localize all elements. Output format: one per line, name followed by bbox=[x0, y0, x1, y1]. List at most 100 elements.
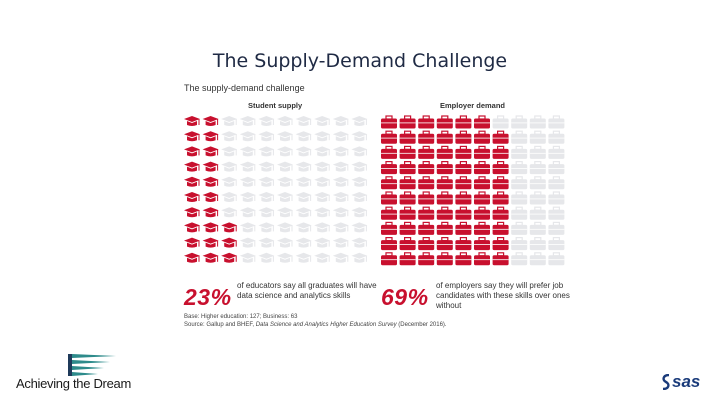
graduation-cap-icon bbox=[295, 237, 312, 248]
sas-logo-text: sas bbox=[672, 372, 701, 391]
briefcase-icon bbox=[474, 115, 490, 129]
briefcase-icon bbox=[436, 145, 453, 159]
briefcase-icon bbox=[381, 221, 397, 235]
graduation-cap-icon bbox=[332, 252, 349, 263]
achieving-the-dream-text: Achieving the Dream bbox=[16, 376, 131, 391]
graduation-cap-icon bbox=[184, 207, 200, 218]
graduation-cap-icon bbox=[239, 252, 256, 263]
briefcase-icon bbox=[436, 115, 453, 129]
graduation-cap-icon bbox=[332, 222, 349, 233]
graduation-cap-icon bbox=[351, 116, 368, 126]
graduation-cap-icon bbox=[184, 252, 200, 263]
briefcase-icon bbox=[455, 115, 472, 129]
footnote-base: Base: Higher education: 127; Business: 6… bbox=[184, 314, 298, 320]
briefcase-icon bbox=[399, 237, 416, 251]
briefcase-icon bbox=[529, 191, 546, 205]
briefcase-icon bbox=[548, 161, 565, 175]
briefcase-icon bbox=[492, 237, 509, 251]
graduation-cap-icon bbox=[239, 222, 256, 233]
graduation-cap-icon bbox=[239, 161, 256, 172]
graduation-cap-icon bbox=[258, 192, 275, 202]
graduation-cap-icon bbox=[258, 222, 275, 233]
graduation-cap-icon bbox=[184, 131, 200, 142]
briefcase-icon bbox=[455, 130, 472, 144]
briefcase-icon bbox=[455, 145, 472, 159]
briefcase-icon bbox=[492, 161, 509, 175]
briefcase-icon bbox=[381, 237, 397, 251]
briefcase-icon bbox=[418, 130, 435, 144]
briefcase-icon bbox=[548, 130, 565, 144]
briefcase-icon bbox=[474, 130, 490, 144]
graduation-cap-icon bbox=[332, 131, 349, 142]
briefcase-icon bbox=[492, 206, 509, 220]
briefcase-icon bbox=[418, 145, 435, 159]
briefcase-icon bbox=[548, 115, 565, 129]
graduation-cap-icon bbox=[202, 161, 219, 172]
graduation-cap-icon bbox=[221, 237, 238, 248]
briefcase-icon bbox=[399, 130, 416, 144]
graduation-cap-icon bbox=[277, 176, 293, 187]
briefcase-icon bbox=[418, 191, 435, 205]
briefcase-icon bbox=[455, 252, 472, 266]
graduation-cap-icon bbox=[295, 161, 312, 172]
briefcase-icon bbox=[399, 252, 416, 266]
graduation-cap-icon bbox=[221, 252, 238, 263]
briefcase-icon bbox=[529, 145, 546, 159]
graduation-cap-icon bbox=[221, 116, 238, 126]
graduation-cap-icon bbox=[314, 237, 331, 248]
graduation-cap-icon bbox=[351, 192, 368, 202]
supply-heading: Student supply bbox=[248, 101, 303, 110]
briefcase-icon bbox=[474, 221, 490, 235]
graduation-cap-icon bbox=[258, 131, 275, 142]
graduation-cap-icon bbox=[202, 146, 219, 157]
graduation-cap-icon bbox=[202, 192, 219, 202]
graduation-cap-icon bbox=[221, 207, 238, 218]
graduation-cap-icon bbox=[202, 252, 219, 263]
graduation-cap-icon bbox=[258, 116, 275, 126]
briefcase-icon bbox=[492, 221, 509, 235]
briefcase-icon bbox=[455, 237, 472, 251]
graduation-cap-icon bbox=[277, 252, 293, 263]
graduation-cap-icon bbox=[221, 192, 238, 202]
graduation-cap-icon bbox=[277, 116, 293, 126]
graduation-cap-icon bbox=[258, 146, 275, 157]
briefcase-icon bbox=[474, 252, 490, 266]
graduation-cap-icon bbox=[202, 222, 219, 233]
briefcase-icon bbox=[529, 130, 546, 144]
briefcase-icon bbox=[381, 115, 397, 129]
graduation-cap-icon bbox=[351, 252, 368, 263]
briefcase-icon bbox=[548, 252, 565, 266]
graduation-cap-icon bbox=[239, 131, 256, 142]
slide-title: The Supply-Demand Challenge bbox=[212, 50, 508, 72]
graduation-cap-icon bbox=[295, 222, 312, 233]
graduation-cap-icon bbox=[277, 237, 293, 248]
graduation-cap-icon bbox=[239, 237, 256, 248]
graduation-cap-icon bbox=[258, 161, 275, 172]
graduation-cap-icon bbox=[295, 176, 312, 187]
briefcase-icon bbox=[529, 176, 546, 190]
briefcase-icon bbox=[511, 191, 528, 205]
graduation-cap-icon bbox=[351, 161, 368, 172]
graduation-cap-icon bbox=[258, 237, 275, 248]
briefcase-icon bbox=[492, 130, 509, 144]
briefcase-icon bbox=[455, 221, 472, 235]
graduation-cap-icon bbox=[239, 207, 256, 218]
briefcase-icon bbox=[436, 206, 453, 220]
briefcase-icon bbox=[548, 237, 565, 251]
briefcase-icon bbox=[492, 145, 509, 159]
graduation-cap-icon bbox=[258, 176, 275, 187]
briefcase-icon bbox=[511, 130, 528, 144]
briefcase-icon bbox=[548, 206, 565, 220]
graduation-cap-icon bbox=[332, 161, 349, 172]
briefcase-icon bbox=[418, 176, 435, 190]
graduation-cap-icon bbox=[184, 176, 200, 187]
briefcase-icon bbox=[381, 191, 397, 205]
briefcase-icon bbox=[474, 237, 490, 251]
briefcase-icon bbox=[492, 191, 509, 205]
graduation-cap-icon bbox=[332, 192, 349, 202]
briefcase-icon bbox=[511, 237, 528, 251]
graduation-cap-icon bbox=[351, 207, 368, 218]
graduation-cap-icon bbox=[184, 222, 200, 233]
briefcase-icon bbox=[529, 206, 546, 220]
briefcase-icon bbox=[548, 191, 565, 205]
